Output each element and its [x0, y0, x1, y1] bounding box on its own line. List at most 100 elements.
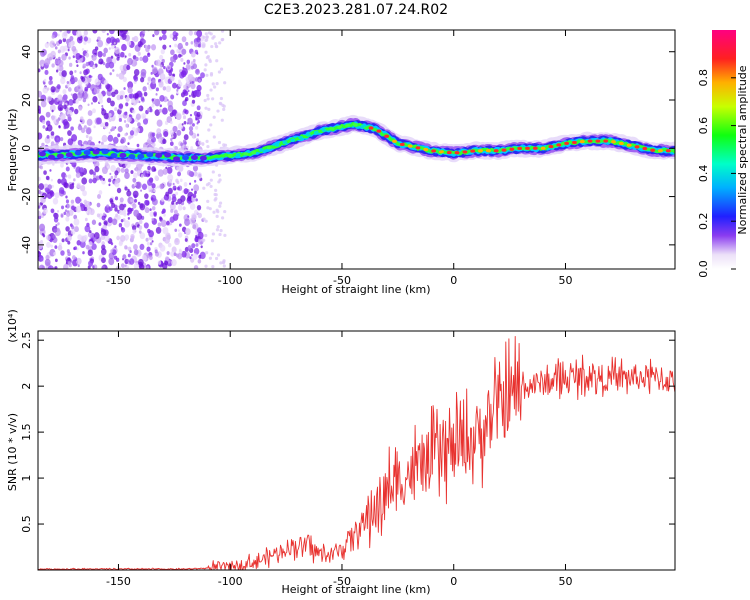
snr-series-line: [38, 336, 675, 570]
spectrogram-noise-speck: [192, 123, 195, 127]
spectrogram-noise-speck: [91, 243, 97, 250]
spectrogram-noise-speck: [197, 237, 204, 245]
spectrogram-noise-speck: [60, 77, 66, 85]
spectrogram-noise-speck: [101, 244, 106, 251]
spectrogram-ridge-blob: [83, 150, 91, 156]
spectrogram-noise-speck: [58, 125, 61, 129]
spectrogram-x-tick-label: 50: [558, 274, 572, 287]
spectrogram-noise-speck: [84, 200, 91, 209]
spectrogram-noise-speck: [49, 40, 56, 48]
spectrogram-noise-speck: [163, 66, 166, 70]
spectrogram-noise-speck: [77, 264, 80, 268]
spectrogram-noise-speck: [45, 175, 50, 180]
spectrogram-noise-speck: [65, 211, 71, 217]
spectrogram-noise-speck: [162, 44, 167, 50]
spectrogram-noise-speck: [119, 90, 125, 98]
spectrogram-ridge-blob: [173, 156, 181, 162]
spectrogram-ridge-blob: [110, 153, 118, 159]
spectrogram-ridge-peak: [235, 153, 241, 157]
snr-y-tick-label: 1: [20, 475, 33, 482]
spectrogram-ridge-blob: [101, 149, 109, 155]
spectrogram-noise-speck: [153, 211, 157, 216]
spectrogram-noise-speck: [174, 43, 178, 48]
spectrogram-noise-speck: [166, 220, 170, 226]
spectrogram-noise-speck: [77, 79, 83, 86]
spectrogram-noise-speck: [184, 109, 189, 115]
spectrogram-noise-speck: [209, 32, 213, 36]
spectrogram-ridge-blob: [182, 155, 190, 161]
spectrogram-noise-speck: [53, 228, 57, 233]
spectrogram-noise-speck: [80, 184, 86, 192]
spectrogram-noise-speck: [67, 261, 72, 266]
spectrogram-noise-speck: [62, 37, 67, 43]
spectrogram-noise-speck: [198, 254, 202, 259]
spectrogram-noise-speck: [116, 56, 120, 61]
spectrogram-noise-speck: [200, 72, 205, 79]
spectrogram-noise-speck: [126, 259, 130, 263]
spectrogram-noise-speck: [134, 168, 137, 171]
spectrogram-noise-speck: [62, 118, 69, 126]
spectrogram-noise-speck: [75, 196, 81, 204]
spectrogram-noise-speck: [101, 257, 106, 264]
spectrogram-noise-speck: [104, 122, 109, 127]
spectrogram-noise-speck: [71, 182, 75, 186]
spectrogram-noise-speck: [42, 125, 46, 129]
spectrogram-noise-speck: [42, 86, 49, 94]
spectrogram-noise-speck: [166, 251, 170, 256]
spectrogram-noise-speck: [67, 174, 72, 179]
spectrogram-noise-speck: [119, 234, 126, 242]
spectrogram-noise-speck: [157, 169, 164, 177]
spectrogram-noise-speck: [196, 227, 202, 234]
spectrogram-noise-speck: [51, 115, 57, 122]
spectrogram-noise-speck: [204, 38, 208, 42]
spectrogram-ridge-blob: [146, 152, 154, 158]
spectrogram-noise-speck: [98, 190, 103, 195]
spectrogram-noise-speck: [211, 265, 215, 269]
spectrogram-noise-speck: [133, 68, 140, 76]
spectrogram-noise-speck: [200, 245, 203, 249]
spectrogram-noise-speck: [124, 220, 131, 228]
spectrogram-noise-speck: [222, 107, 226, 111]
spectrogram-noise-speck: [206, 199, 210, 203]
spectrogram-noise-speck: [204, 219, 208, 223]
spectrogram-noise-speck: [216, 109, 220, 113]
spectrogram-noise-speck: [127, 86, 133, 94]
snr-y-tick-label: 0.5: [20, 515, 33, 533]
spectrogram-noise-speck: [173, 252, 177, 257]
spectrogram-noise-speck: [175, 191, 179, 196]
spectrogram-noise-speck: [72, 93, 78, 100]
colorbar-tick-label: 0.4: [697, 165, 710, 183]
spectrogram-noise-speck: [70, 126, 74, 131]
spectrogram-noise-speck: [156, 119, 163, 127]
spectrogram-ridge-peak: [368, 126, 374, 130]
spectrogram-noise-speck: [78, 106, 83, 111]
spectrogram-noise-speck: [75, 30, 82, 38]
spectrogram-noise-speck: [205, 183, 210, 187]
spectrogram-noise-speck: [88, 60, 95, 68]
spectrogram-noise-speck: [172, 182, 175, 186]
spectrogram-noise-speck: [124, 55, 127, 58]
spectrogram-ridge-peak: [259, 148, 264, 152]
spectrogram-noise-speck: [101, 109, 107, 116]
spectrogram-noise-speck: [112, 136, 119, 144]
spectrogram-ridge-peak: [579, 140, 585, 144]
spectrogram-ridge-peak: [454, 151, 460, 155]
spectrogram-noise-speck: [67, 251, 71, 257]
spectrogram-noise-speck: [116, 235, 121, 241]
spectrogram-noise-speck: [56, 227, 60, 232]
spectrogram-noise-speck: [58, 56, 61, 61]
spectrogram-noise-speck: [61, 189, 65, 195]
spectrogram-noise-speck: [45, 127, 49, 132]
spectrogram-noise-speck: [126, 31, 129, 35]
spectrogram-noise-speck: [138, 92, 143, 98]
spectrogram-noise-speck: [195, 117, 198, 121]
spectrogram-ridge-peak: [321, 128, 327, 133]
spectrogram-noise-speck: [102, 177, 105, 181]
spectrogram-noise-speck: [191, 90, 194, 94]
spectrogram-noise-speck: [111, 43, 114, 46]
spectrogram-noise-speck: [140, 174, 144, 178]
spectrogram-noise-speck: [125, 96, 130, 102]
spectrogram-noise-speck: [151, 197, 154, 201]
spectrogram-noise-speck: [63, 45, 68, 52]
spectrogram-ridge-blob: [74, 150, 82, 156]
